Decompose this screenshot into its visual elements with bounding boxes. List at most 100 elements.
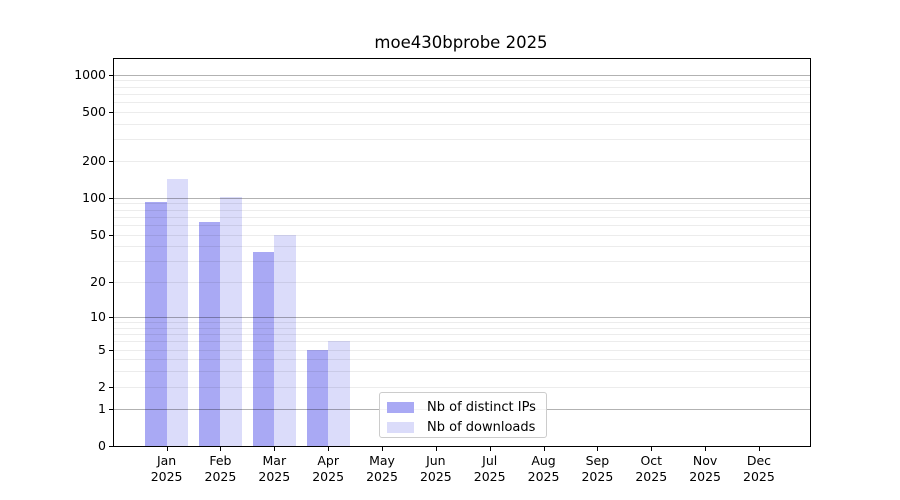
y-gridline-minor [114,371,810,373]
y-tick-mark [109,349,113,351]
y-tick-label: 1000 [74,66,106,82]
x-tick-label-sep: Sep 2025 [581,453,613,484]
y-tick-mark [109,317,113,319]
y-tick-mark [109,282,113,284]
x-tick-year: 2025 [204,468,237,484]
x-tick-month: May [369,453,395,468]
y-gridline-minor [114,349,810,351]
y-gridline-minor [114,246,810,248]
y-tick-label: 2 [98,378,106,394]
x-tick-month: Aug [531,453,556,468]
y-tick-label: 10 [90,309,106,325]
y-tick-mark [109,408,113,410]
x-tick-month: Dec [746,453,772,468]
y-gridline-minor [114,341,810,343]
x-tick-label-dec: Dec 2025 [743,453,775,484]
y-tick-label: 20 [90,274,106,290]
y-tick-mark [109,74,113,76]
y-gridline-minor [114,160,810,162]
y-gridline-minor [114,123,810,125]
y-gridline-major [114,317,810,319]
x-tick-label-jul: Jul 2025 [474,453,506,484]
x-tick-year: 2025 [258,468,291,484]
x-tick-mark [543,447,545,451]
x-tick-month: Mar [262,453,287,468]
y-tick-mark [109,234,113,236]
x-tick-label-feb: Feb 2025 [205,453,237,484]
x-tick-year: 2025 [689,468,721,484]
y-gridline-minor [114,359,810,361]
x-tick-mark [435,447,437,451]
y-tick-label: 0 [98,438,106,453]
bar-downloads-jan [166,179,189,446]
x-tick-label-apr: Apr 2025 [312,453,344,484]
bar-distinct-ips-jan [145,202,167,446]
x-tick-year: 2025 [527,468,560,484]
y-gridline-minor [114,224,810,226]
x-tick-year: 2025 [743,468,775,484]
legend-row-distinct-ips: Nb of distinct IPs [387,397,546,417]
y-gridline-minor [114,282,810,284]
x-tick-year: 2025 [312,468,345,484]
x-tick-label-jan: Jan 2025 [151,453,183,484]
y-gridline-major [114,74,810,76]
x-tick-mark [274,447,276,451]
y-gridline-minor [114,80,810,82]
y-gridline-minor [114,327,810,329]
x-tick-month: Oct [640,453,663,468]
x-tick-mark [705,447,707,451]
bar-distinct-ips-feb [198,222,221,446]
y-gridline-minor [114,216,810,218]
x-tick-mark [758,447,760,451]
legend-swatch-distinct-ips [387,401,414,413]
x-tick-year: 2025 [581,468,614,484]
x-tick-label-nov: Nov 2025 [689,453,721,484]
legend-label: Nb of downloads [427,419,536,435]
y-gridline-minor [114,139,810,141]
legend-row-downloads: Nb of downloads [387,417,546,437]
x-tick-month: Jun [426,453,446,468]
x-tick-month: Jan [156,453,177,468]
y-gridline-minor [114,93,810,95]
x-tick-mark [166,447,168,451]
bar-downloads-apr [328,341,350,446]
bar-downloads-feb [220,196,242,446]
y-tick-label: 5 [98,341,106,357]
y-gridline-major [114,197,810,199]
bar-distinct-ips-apr [306,349,329,446]
chart-title: moe430bprobe 2025 [374,33,548,52]
y-tick-label: 1 [98,400,106,416]
x-tick-mark [597,447,599,451]
bar-downloads-mar [274,234,296,446]
y-gridline-minor [114,334,810,336]
x-tick-month: Feb [209,453,232,468]
y-tick-mark [109,197,113,199]
y-gridline-minor [114,261,810,263]
x-tick-label-mar: Mar 2025 [258,453,290,484]
plot-area: 0 1 2 5 10 20 50 100 200 500 1000 Jan 2025 Feb 2025 Mar… [74,58,811,484]
y-tick-label: 100 [82,189,106,205]
x-tick-year: 2025 [635,468,668,484]
x-tick-mark [489,447,491,451]
y-gridline-minor [114,111,810,113]
y-gridline-minor [114,322,810,324]
x-tick-month: Jul [482,453,498,468]
y-gridline-minor [114,86,810,88]
x-tick-mark [651,447,653,451]
y-gridline-minor [114,101,810,103]
x-tick-year: 2025 [150,468,183,484]
x-tick-label-oct: Oct 2025 [635,453,667,484]
x-tick-year: 2025 [473,468,506,484]
x-tick-year: 2025 [419,468,452,484]
legend: Nb of distinct IPs Nb of downloads [379,392,547,438]
x-tick-label-aug: Aug 2025 [528,453,560,484]
y-tick-mark [109,446,113,447]
x-tick-mark [328,447,330,451]
x-tick-mark [382,447,383,451]
x-tick-mark [220,447,222,451]
y-tick-mark [109,386,113,388]
y-tick-mark [109,111,113,113]
legend-swatch-downloads [387,421,414,433]
y-tick-label: 200 [82,152,106,168]
